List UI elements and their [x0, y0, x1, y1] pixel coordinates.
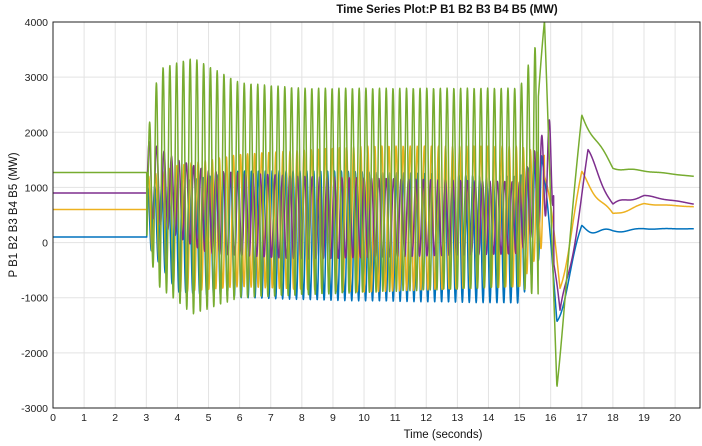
x-tick-label: 1 — [81, 412, 87, 424]
y-tick-label: 1000 — [25, 182, 49, 194]
x-tick-label: 6 — [237, 412, 243, 424]
x-tick-label: 20 — [669, 412, 681, 424]
x-tick-label: 9 — [330, 412, 336, 424]
x-tick-label: 2 — [112, 412, 118, 424]
series-lines — [52, 21, 695, 387]
series-line — [52, 155, 695, 323]
x-tick-label: 0 — [50, 412, 56, 424]
y-tick-label: 4000 — [25, 17, 49, 29]
x-tick-label: 12 — [420, 412, 432, 424]
x-tick-label: 11 — [390, 412, 401, 424]
x-tick-label: 10 — [358, 412, 370, 424]
x-axis-ticks: 0 1 2 3 4 5 6 7 8 9 10 11 12 13 14 15 16 17 18 19 20 — [50, 412, 681, 424]
y-tick-label: 0 — [42, 238, 48, 250]
x-tick-label: 19 — [638, 412, 650, 424]
x-tick-label: 3 — [143, 412, 149, 424]
y-tick-label: -3000 — [21, 403, 48, 415]
y-axis-ticks: -3000 -2000 -1000 0 1000 2000 3000 4000 — [21, 17, 48, 415]
y-tick-label: 2000 — [25, 127, 49, 139]
chart-title: Time Series Plot:P B1 B2 B3 B4 B5 (MW) — [336, 4, 558, 16]
y-tick-label: -1000 — [21, 293, 48, 305]
x-tick-label: 8 — [299, 412, 305, 424]
axes-frame — [52, 21, 701, 409]
y-tick-label: -2000 — [21, 348, 48, 360]
x-tick-label: 17 — [576, 412, 588, 424]
x-axis-label: Time (seconds) — [404, 429, 483, 441]
x-tick-label: 16 — [545, 412, 557, 424]
series-line — [52, 119, 695, 311]
x-tick-label: 18 — [607, 412, 619, 424]
x-tick-label: 13 — [452, 412, 464, 424]
series-line — [52, 21, 695, 387]
y-tick-label: 3000 — [25, 72, 49, 84]
y-axis-label: P B1 B2 B3 B4 B5 (MW) — [8, 152, 20, 277]
x-tick-label: 15 — [514, 412, 526, 424]
x-tick-label: 7 — [268, 412, 274, 424]
x-tick-label: 14 — [483, 412, 495, 424]
x-tick-label: 5 — [206, 412, 212, 424]
x-tick-label: 4 — [175, 412, 181, 424]
